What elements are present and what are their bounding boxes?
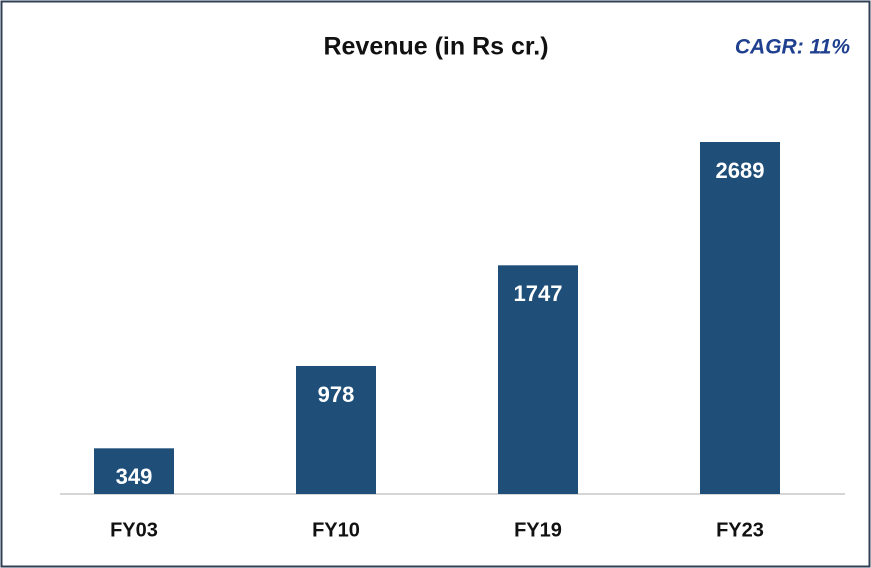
data-label: 2689: [716, 158, 765, 183]
data-label: 1747: [514, 281, 563, 306]
bar: [296, 365, 376, 494]
x-tick-label: FY19: [514, 519, 562, 541]
x-tick-label: FY23: [716, 519, 764, 541]
bar: [700, 142, 780, 494]
data-label: 978: [318, 382, 355, 407]
bar: [94, 448, 174, 494]
bar: [498, 265, 578, 494]
annotation: CAGR: 11%: [735, 36, 850, 59]
data-label: 349: [116, 464, 153, 489]
x-tick-label: FY03: [110, 519, 158, 541]
chart-title: Revenue (in Rs cr.): [323, 33, 548, 61]
x-tick-label: FY10: [312, 519, 360, 541]
